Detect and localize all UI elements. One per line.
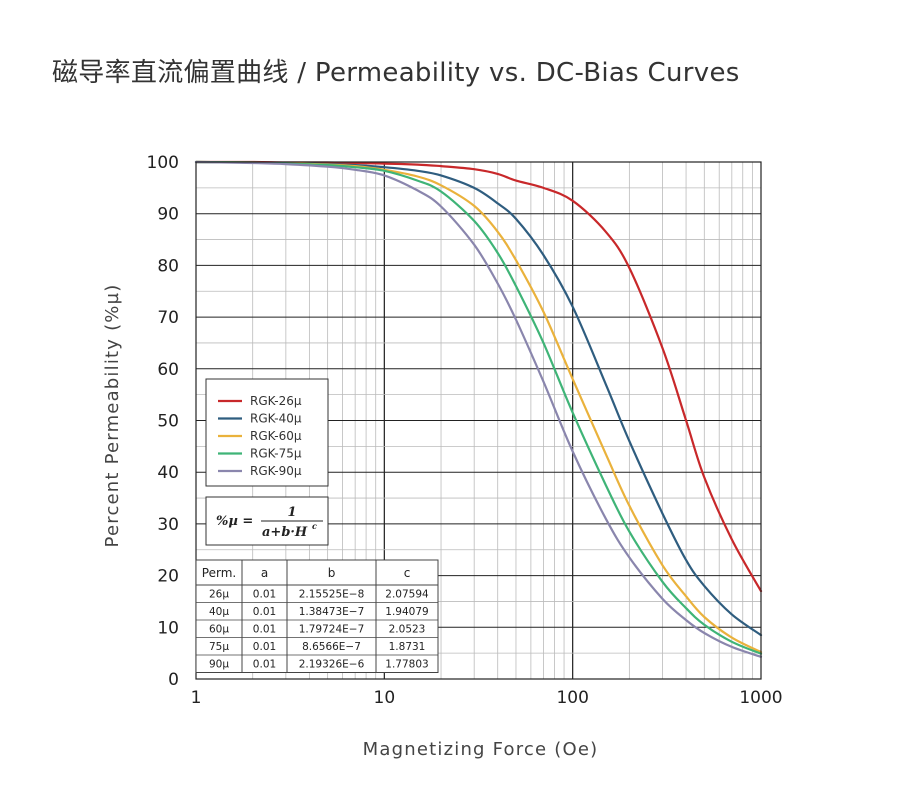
y-tick-label: 40	[157, 463, 179, 483]
table-header-cell: c	[404, 566, 411, 580]
table-cell: 1.38473E−7	[299, 606, 365, 618]
legend-label: RGK-75µ	[250, 447, 302, 461]
legend-frame	[205, 378, 329, 487]
y-tick-label: 100	[147, 153, 179, 173]
table-header-cell: a	[261, 566, 268, 580]
table-cell: 1.79724E−7	[299, 624, 365, 636]
y-axis-label: Percent Permeability (%µ)	[102, 284, 123, 548]
legend-label: RGK-40µ	[250, 412, 302, 426]
table-cell: 1.77803	[385, 659, 428, 671]
table-cell: 0.01	[253, 659, 276, 671]
table-cell: 60µ	[209, 624, 229, 636]
x-tick-label: 100	[556, 688, 588, 708]
y-tick-label: 90	[157, 205, 179, 225]
formula-numerator: 1	[287, 505, 296, 520]
formula-box: %µ = 1 a+b·H c	[205, 496, 329, 546]
y-tick-label: 70	[157, 308, 179, 328]
legend-label: RGK-26µ	[250, 394, 302, 408]
table-cell: 2.19326E−6	[299, 659, 365, 671]
plot-frame	[195, 161, 762, 680]
table-cell: 0.01	[253, 641, 276, 653]
y-tick-label: 80	[157, 256, 179, 276]
formula-exponent: c	[312, 521, 317, 531]
y-tick-label: 20	[157, 567, 179, 587]
table-cell: 8.6566E−7	[302, 641, 361, 653]
y-tick-label: 60	[157, 360, 179, 380]
x-tick-label: 1000	[739, 688, 782, 708]
x-tick-label: 1	[191, 688, 202, 708]
y-tick-label: 30	[157, 515, 179, 535]
page-title: 磁导率直流偏置曲线 / Permeability vs. DC-Bias Cur…	[52, 58, 740, 88]
y-tick-label: 0	[168, 670, 179, 690]
formula-lhs: %µ =	[216, 514, 253, 529]
legend: RGK-26µ RGK-40µ RGK-60µ RGK-75µ RGK-90µ	[205, 378, 329, 487]
chart-grid	[196, 162, 761, 679]
y-tick-label: 50	[157, 412, 179, 432]
table-cell: 0.01	[253, 624, 276, 636]
x-axis-label: Magnetizing Force (Oe)	[363, 739, 599, 760]
table-cell: 2.0523	[389, 624, 426, 636]
table-header-cell: b	[328, 566, 336, 580]
series-line	[194, 160, 763, 655]
coefficient-table: Perm. a b c 26µ 0.01 2.15525E−8 2.07594 40µ 0.01 1…	[195, 559, 439, 673]
legend-label: RGK-60µ	[250, 429, 302, 443]
table-cell: 1.8731	[389, 641, 426, 653]
table-cell: 0.01	[253, 589, 276, 601]
table-cell: 0.01	[253, 606, 276, 618]
table-header-cell: Perm.	[202, 566, 236, 580]
series-line	[194, 160, 763, 658]
table-cell: 75µ	[209, 641, 229, 653]
table-cell: 2.07594	[385, 589, 429, 601]
table-cell: 2.15525E−8	[299, 589, 365, 601]
formula-denominator: a+b·H	[262, 525, 308, 540]
x-tick-label: 10	[374, 688, 396, 708]
table-cell: 1.94079	[385, 606, 428, 618]
legend-label: RGK-90µ	[250, 464, 302, 478]
table-cell: 90µ	[209, 659, 229, 671]
table-cell: 26µ	[209, 589, 229, 601]
table-frame	[195, 559, 439, 673]
y-tick-label: 10	[157, 618, 179, 638]
table-cell: 40µ	[209, 606, 229, 618]
